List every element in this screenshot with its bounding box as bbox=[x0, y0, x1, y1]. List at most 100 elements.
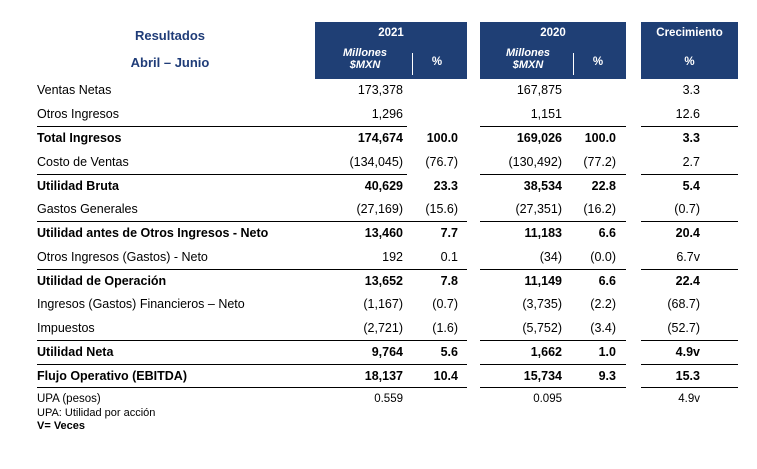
value-2021: 174,674 bbox=[357, 131, 403, 145]
growth-value: 6.7v bbox=[676, 250, 700, 264]
row-label: Utilidad de Operación bbox=[37, 274, 167, 288]
table-period: Abril – Junio bbox=[130, 55, 210, 70]
table-row: Ventas Netas 173,378 167,875 3.3 bbox=[0, 80, 757, 100]
divider-line bbox=[37, 174, 407, 175]
value-2021: 13,652 bbox=[364, 274, 403, 288]
growth-value: 12.6 bbox=[675, 107, 700, 121]
row-label: Ingresos (Gastos) Financieros – Neto bbox=[37, 297, 245, 311]
table-row: UPA (pesos) 0.559 0.095 4.9v bbox=[0, 390, 757, 410]
growth-value: 20.4 bbox=[675, 226, 700, 240]
value-2021: 18,137 bbox=[364, 369, 403, 383]
value-2020: (5,752) bbox=[522, 321, 562, 335]
pct-2020: 6.6 bbox=[598, 274, 616, 288]
row-label: Utilidad antes de Otros Ingresos - Neto bbox=[37, 226, 269, 240]
divider-line bbox=[480, 340, 626, 341]
header-2020-units-line2: $MXN bbox=[512, 59, 544, 71]
table-row: Utilidad Neta 9,764 5.6 1,662 1.0 4.9v bbox=[0, 342, 757, 362]
pct-2021: (0.7) bbox=[432, 297, 458, 311]
header-2021-units-line2: $MXN bbox=[349, 59, 381, 71]
divider-line bbox=[480, 126, 626, 127]
pct-2020: (16.2) bbox=[583, 202, 616, 216]
pct-2020: 9.3 bbox=[598, 369, 616, 383]
value-2020: 1,151 bbox=[530, 107, 562, 121]
growth-value: 5.4 bbox=[682, 179, 700, 193]
pct-2021: 0.1 bbox=[440, 250, 458, 264]
value-2021: 13,460 bbox=[364, 226, 403, 240]
header-2021-units-line1: Millones bbox=[342, 47, 387, 59]
header-2021: 2021 Millones $MXN % bbox=[315, 22, 467, 79]
row-label: Utilidad Neta bbox=[37, 345, 114, 359]
row-label: Total Ingresos bbox=[37, 131, 122, 145]
divider-line bbox=[641, 126, 738, 127]
growth-value: 4.9v bbox=[678, 393, 700, 405]
value-2021: 1,296 bbox=[371, 107, 403, 121]
value-2020: 167,875 bbox=[516, 83, 562, 97]
divider-line bbox=[480, 387, 626, 388]
value-2021: 40,629 bbox=[364, 179, 403, 193]
value-2021: (134,045) bbox=[349, 155, 403, 169]
header-2020: 2020 Millones $MXN % bbox=[480, 22, 626, 79]
value-2021: (1,167) bbox=[363, 297, 403, 311]
footnote-veces: V= Veces bbox=[37, 420, 86, 432]
value-2020: 11,149 bbox=[524, 274, 562, 288]
value-2021: (2,721) bbox=[363, 321, 403, 335]
table-row: Total Ingresos 174,674 100.0 169,026 100… bbox=[0, 128, 757, 148]
pct-2020: 22.8 bbox=[591, 179, 616, 193]
growth-value: 22.4 bbox=[675, 274, 700, 288]
growth-value: 15.3 bbox=[675, 369, 700, 383]
divider-line bbox=[641, 221, 738, 222]
value-2020: 15,734 bbox=[523, 369, 562, 383]
table-row: Ingresos (Gastos) Financieros – Neto (1,… bbox=[0, 294, 757, 314]
row-label: Gastos Generales bbox=[37, 202, 138, 216]
header-2020-units: Millones $MXN bbox=[488, 47, 568, 71]
divider-line bbox=[480, 364, 626, 365]
header-growth-pct: % bbox=[684, 56, 695, 68]
divider-line bbox=[37, 126, 407, 127]
header-2020-units-line1: Millones bbox=[505, 47, 550, 59]
growth-value: (0.7) bbox=[674, 202, 700, 216]
table-row: Otros Ingresos 1,296 1,151 12.6 bbox=[0, 104, 757, 124]
header-2021-divider bbox=[412, 53, 413, 75]
header-2020-year: 2020 bbox=[540, 27, 566, 39]
value-2021: 9,764 bbox=[371, 345, 403, 359]
divider-line bbox=[641, 340, 738, 341]
pct-2021: (15.6) bbox=[425, 202, 458, 216]
pct-2020: (2.2) bbox=[590, 297, 616, 311]
divider-line bbox=[641, 269, 738, 270]
value-2020: 11,183 bbox=[524, 226, 562, 240]
divider-line bbox=[641, 174, 738, 175]
row-label: Flujo Operativo (EBITDA) bbox=[37, 369, 187, 383]
value-2021: 0.559 bbox=[374, 393, 403, 405]
header-2021-year: 2021 bbox=[378, 27, 404, 39]
pct-2021: (1.6) bbox=[432, 321, 458, 335]
pct-2020: (0.0) bbox=[590, 250, 616, 264]
row-label: Utilidad Bruta bbox=[37, 179, 119, 193]
growth-value: 3.3 bbox=[682, 131, 700, 145]
header-2021-pct: % bbox=[431, 56, 443, 68]
value-2020: 38,534 bbox=[523, 179, 562, 193]
row-label: Otros Ingresos bbox=[37, 107, 119, 121]
table-row: Otros Ingresos (Gastos) - Neto 192 0.1 (… bbox=[0, 247, 757, 267]
value-2020: (3,735) bbox=[522, 297, 562, 311]
divider-line bbox=[37, 340, 467, 341]
divider-line bbox=[37, 387, 467, 388]
growth-value: (52.7) bbox=[667, 321, 700, 335]
divider-line bbox=[480, 269, 626, 270]
value-2020: 169,026 bbox=[516, 131, 562, 145]
pct-2021: (76.7) bbox=[425, 155, 458, 169]
growth-value: (68.7) bbox=[667, 297, 700, 311]
pct-2021: 7.8 bbox=[440, 274, 458, 288]
divider-line bbox=[37, 269, 467, 270]
growth-value: 4.9v bbox=[675, 345, 700, 359]
header-growth: Crecimiento % bbox=[641, 22, 738, 79]
pct-2020: 100.0 bbox=[584, 131, 616, 145]
pct-2020: (3.4) bbox=[590, 321, 616, 335]
header-2020-divider bbox=[573, 53, 574, 75]
pct-2021: 10.4 bbox=[433, 369, 458, 383]
header-2021-units: Millones $MXN bbox=[325, 47, 405, 71]
row-label: UPA (pesos) bbox=[37, 393, 101, 405]
value-2020: (27,351) bbox=[515, 202, 562, 216]
row-label: Impuestos bbox=[37, 321, 95, 335]
table-row: Flujo Operativo (EBITDA) 18,137 10.4 15,… bbox=[0, 366, 757, 386]
value-2020: 1,662 bbox=[530, 345, 562, 359]
